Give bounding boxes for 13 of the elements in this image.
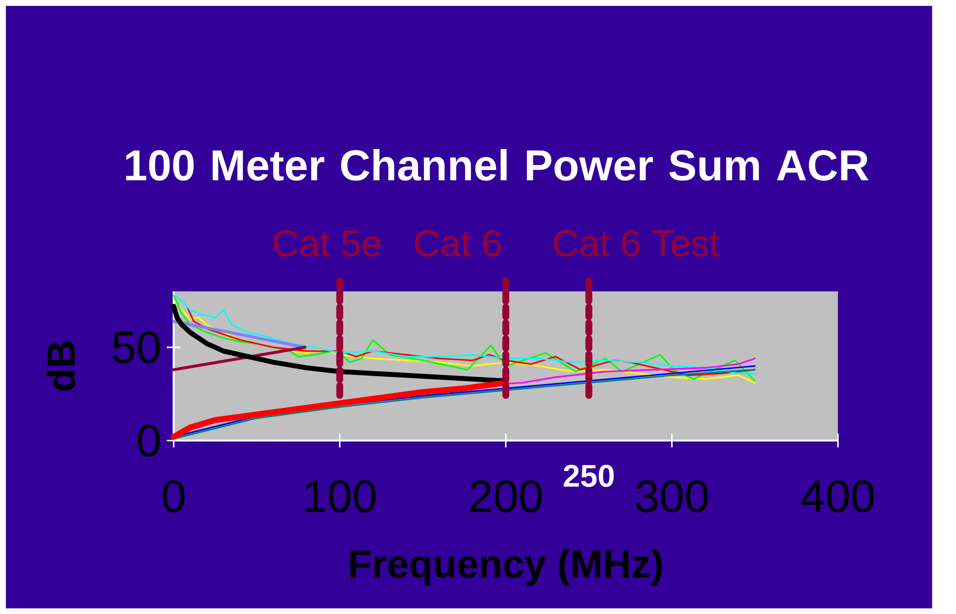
x-tick-label: 300 (636, 480, 708, 512)
chart-title: 100 Meter Channel Power Sum ACR (126, 148, 869, 181)
x-axis-title: Frequency (MHz) (350, 548, 662, 586)
text: 250 (564, 464, 614, 487)
ref-line-label: Cat 5e (274, 230, 380, 256)
ref-line-label: Cat 6 (415, 230, 501, 256)
x-tick-label: 400 (801, 480, 874, 512)
x-tick-label: 200 (470, 480, 542, 512)
x-tick-label: 100 (306, 480, 376, 512)
y-tick-label: 50 (112, 331, 160, 364)
y-axis-title: dB (46, 341, 76, 390)
ref-line-label: Cat 6 Test (554, 230, 720, 256)
x-tick-label: 0 (162, 480, 184, 512)
